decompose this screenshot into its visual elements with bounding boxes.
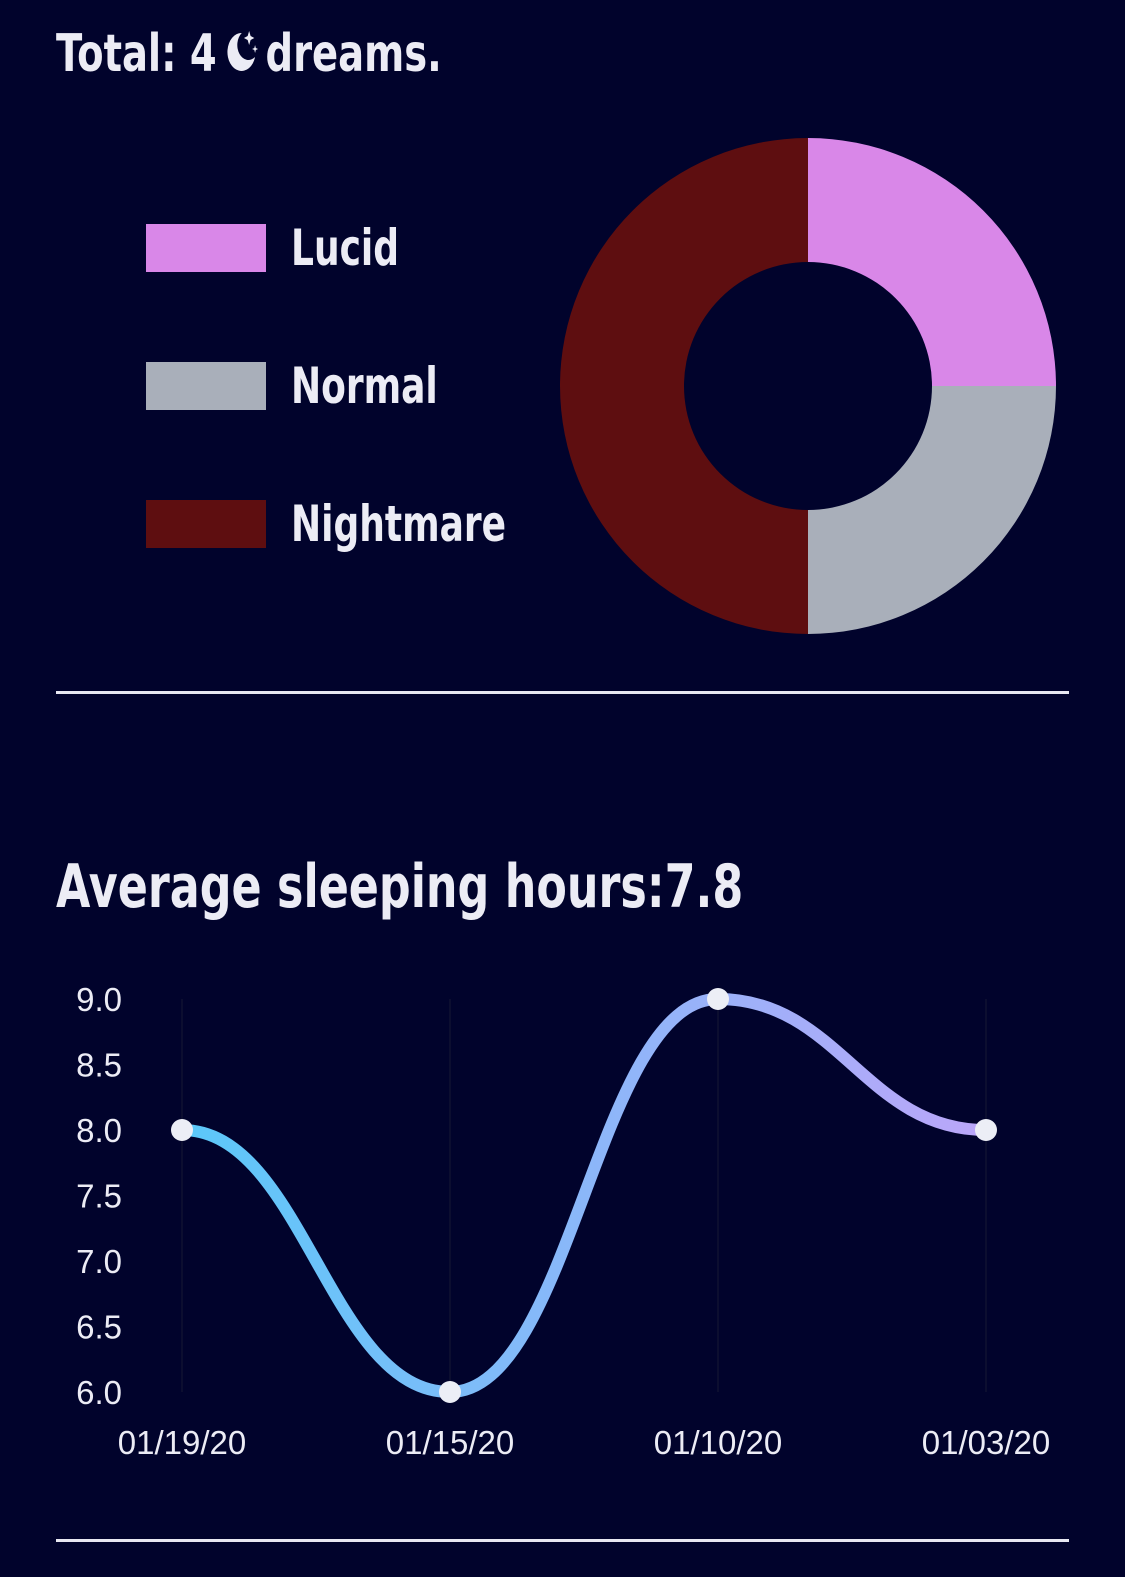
data-point-01/03/20[interactable] xyxy=(975,1119,997,1141)
dream-type-donut-chart xyxy=(560,138,1056,634)
x-tick-label: 01/03/20 xyxy=(922,1424,1050,1461)
legend-label-normal: Normal xyxy=(291,357,438,415)
donut-slice-normal xyxy=(808,386,1056,634)
y-tick-label: 6.0 xyxy=(76,1374,122,1411)
total-suffix: dreams. xyxy=(265,24,442,84)
moon-stars-icon xyxy=(223,27,260,88)
legend-label-nightmare: Nightmare xyxy=(291,495,507,553)
y-tick-label: 7.5 xyxy=(76,1178,122,1215)
total-prefix: Total: 4 xyxy=(56,24,217,84)
donut-slice-nightmare xyxy=(560,138,808,634)
bottom-divider xyxy=(56,1539,1069,1542)
average-sleep-title: Average sleeping hours:7.8 xyxy=(56,852,744,922)
x-tick-label: 01/19/20 xyxy=(118,1424,246,1461)
y-tick-label: 8.5 xyxy=(76,1047,122,1084)
y-tick-label: 6.5 xyxy=(76,1309,122,1346)
data-point-01/10/20[interactable] xyxy=(707,988,729,1010)
sleep-hours-line-chart: 9.0 8.5 8.0 7.5 7.0 6.5 6.0 01/19/20 01/15/20 01/… xyxy=(76,981,1050,1461)
x-tick-label: 01/15/20 xyxy=(386,1424,514,1461)
x-tick-label: 01/10/20 xyxy=(654,1424,782,1461)
legend-swatch-nightmare xyxy=(146,500,266,548)
data-point-01/19/20[interactable] xyxy=(171,1119,193,1141)
legend-swatch-lucid xyxy=(146,224,266,272)
sleep-hours-line xyxy=(176,992,992,1399)
y-tick-label: 9.0 xyxy=(76,981,122,1018)
legend-swatch-normal xyxy=(146,362,266,410)
section-divider xyxy=(56,691,1069,694)
total-dreams-text: Total: 4 dreams. xyxy=(56,24,442,88)
y-tick-label: 8.0 xyxy=(76,1112,122,1149)
y-tick-label: 7.0 xyxy=(76,1243,122,1280)
legend-label-lucid: Lucid xyxy=(291,219,400,277)
donut-slice-lucid xyxy=(808,138,1056,386)
data-point-01/15/20[interactable] xyxy=(439,1381,461,1403)
